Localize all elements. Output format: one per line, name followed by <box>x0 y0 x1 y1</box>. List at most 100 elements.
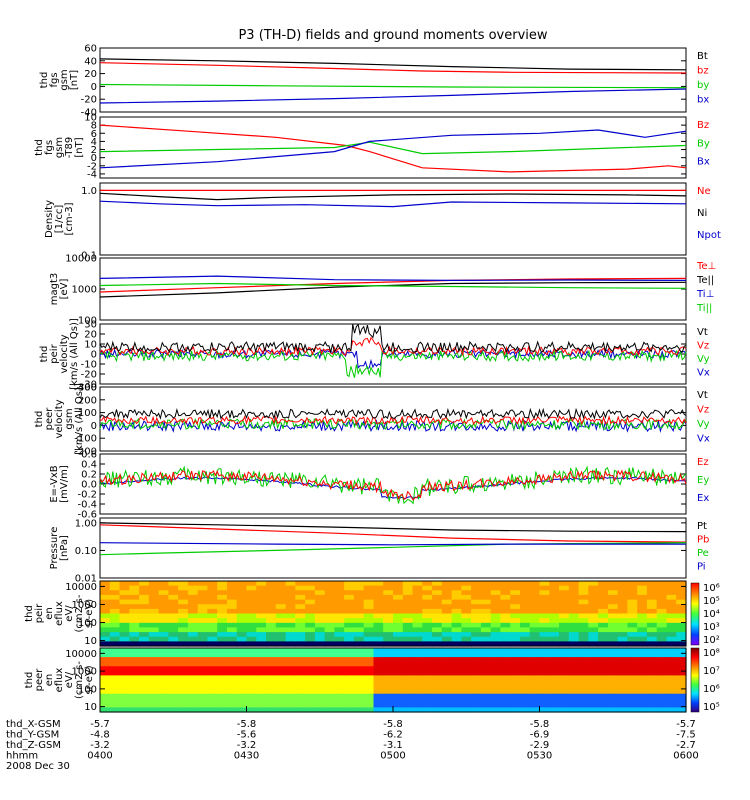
spectrogram-cell <box>148 693 160 699</box>
spectrogram-cell <box>314 670 326 677</box>
spectrogram-cell <box>588 599 599 605</box>
spectrogram-cell <box>627 604 638 610</box>
spectrogram-cell <box>529 648 541 654</box>
spectrogram-cell <box>539 648 550 654</box>
spectrogram-cell <box>334 675 345 681</box>
spectrogram-cell <box>178 599 189 605</box>
spectrogram-cell <box>334 693 345 699</box>
legend-Pi: Pi <box>697 562 706 573</box>
spectrogram-cell <box>402 622 414 628</box>
spectrogram-cell <box>275 581 287 587</box>
spectrogram-cell <box>217 680 228 686</box>
spectrogram-cell <box>432 632 443 638</box>
spectrogram-cell <box>305 689 316 695</box>
y-axis-label: thd <box>24 672 35 689</box>
spectrogram-cell <box>500 698 511 704</box>
spectrogram-cell <box>353 657 365 663</box>
y-axis-label: eV/ <box>64 671 75 688</box>
spectrogram-cell <box>148 641 160 647</box>
y-axis-label: sr-eV) <box>84 599 95 628</box>
spectrogram-cell <box>236 613 248 619</box>
spectrogram-cell <box>129 608 140 615</box>
spectrogram-cell <box>275 590 287 596</box>
spectrogram-cell <box>490 707 502 713</box>
spectrogram-cell <box>559 684 570 690</box>
spectrogram-cell <box>139 613 150 619</box>
spectrogram-cell <box>363 707 375 713</box>
spectrogram-cell <box>627 608 638 615</box>
spectrogram-cell <box>412 581 423 587</box>
spectrogram-cell <box>646 581 658 587</box>
spectrogram-cell <box>568 618 580 624</box>
spectrogram-cell <box>363 590 375 596</box>
spectrogram-cell <box>246 702 257 709</box>
spectrogram-cell <box>168 641 179 647</box>
spectrogram-cell <box>109 622 121 628</box>
spectrogram-cell <box>266 689 277 695</box>
spectrogram-cell <box>646 622 658 628</box>
spectrogram-cell <box>109 657 121 663</box>
spectrogram-cell <box>139 689 150 695</box>
y-tick-label: 10 <box>84 340 97 351</box>
spectrogram-cell <box>412 618 423 624</box>
spectrogram-cell <box>178 689 189 695</box>
spectrogram-cell <box>227 661 238 667</box>
spectrogram-cell <box>246 684 257 690</box>
spectrogram-cell <box>266 636 277 642</box>
spectrogram-cell <box>148 608 160 615</box>
spectrogram-cell <box>412 689 423 695</box>
spectrogram-cell <box>148 632 160 638</box>
y-axis-label: fgs <box>44 140 55 155</box>
spectrogram-cell <box>559 675 570 681</box>
spectrogram-cell <box>148 675 160 681</box>
spectrogram-cell <box>246 627 257 633</box>
spectrogram-cell <box>197 627 209 633</box>
spectrogram-cell <box>412 632 423 638</box>
y-axis-label: fgs <box>49 72 60 87</box>
spectrogram-cell <box>305 652 316 658</box>
spectrogram-cell <box>178 636 189 642</box>
spectrogram-cell <box>236 604 248 610</box>
spectrogram-cell <box>305 585 316 591</box>
spectrogram-cell <box>314 684 326 690</box>
spectrogram-cell <box>266 590 277 596</box>
spectrogram-cell <box>285 670 296 677</box>
spectrogram-cell <box>656 618 668 624</box>
spectrogram-cell <box>187 608 199 615</box>
x-row-value: -2.7 <box>676 740 696 751</box>
y-axis-label: thd <box>39 346 50 363</box>
spectrogram-cell <box>471 627 482 633</box>
spectrogram-cell <box>197 652 209 658</box>
spectrogram-cell <box>480 675 492 681</box>
spectrogram-cell <box>227 599 238 605</box>
x-row-value: 0500 <box>380 751 405 762</box>
spectrogram-cell <box>666 594 677 601</box>
spectrogram-cell <box>275 652 287 658</box>
spectrogram-cell <box>500 689 511 695</box>
spectrogram-cell <box>246 608 257 615</box>
spectrogram-cell <box>314 666 326 672</box>
spectrogram-cell <box>627 613 638 619</box>
spectrogram-cell <box>139 627 150 633</box>
spectrogram-cell <box>246 599 257 605</box>
spectrogram-cell <box>295 636 306 642</box>
spectrogram-cell <box>412 680 423 686</box>
spectrogram-cell <box>168 707 179 713</box>
spectrogram-cell <box>617 689 628 695</box>
spectrogram-cell <box>441 608 453 615</box>
spectrogram-cell <box>236 590 248 596</box>
spectrogram-cell <box>676 689 687 695</box>
spectrogram-cell <box>637 684 648 690</box>
spectrogram-cell <box>666 641 677 647</box>
x-row-label: thd_Y-GSM <box>6 730 59 741</box>
spectrogram-cell <box>480 657 492 663</box>
spectrogram-cell <box>617 608 628 615</box>
spectrogram-cell <box>578 608 589 615</box>
y-axis-label: [km/s (All Qs)] <box>74 383 85 455</box>
spectrogram-cell <box>607 698 619 704</box>
spectrogram-cell <box>285 666 296 672</box>
spectrogram-cell <box>607 585 619 591</box>
spectrogram-cell <box>139 670 150 677</box>
spectrogram-cell <box>461 693 472 699</box>
legend-Ti⊥: Ti⊥ <box>696 289 714 300</box>
